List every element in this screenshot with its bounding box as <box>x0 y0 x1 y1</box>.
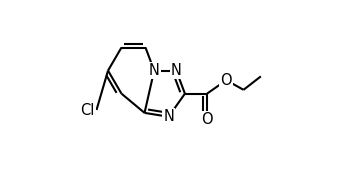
Text: Cl: Cl <box>80 104 95 118</box>
Text: N: N <box>149 63 160 78</box>
Text: O: O <box>220 73 232 88</box>
Text: O: O <box>201 112 213 127</box>
Text: N: N <box>171 63 182 78</box>
Text: N: N <box>163 109 174 124</box>
